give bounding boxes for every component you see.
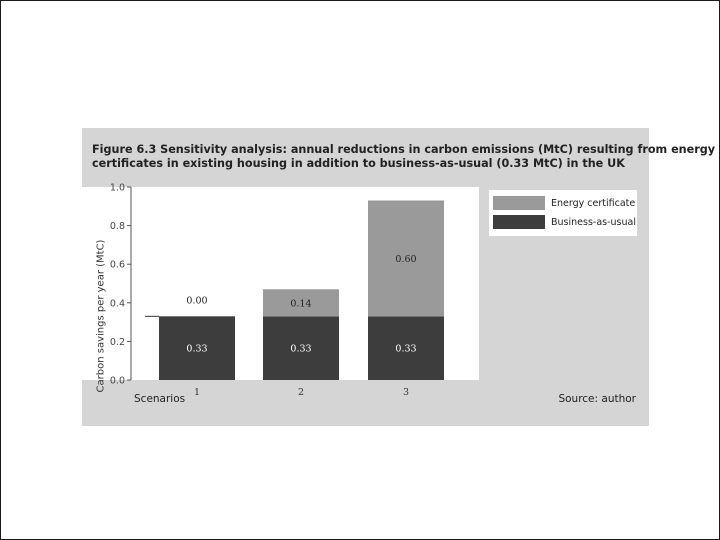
legend-swatch-business-as-usual	[493, 215, 545, 229]
bar-segment	[263, 316, 339, 380]
x-tick-label: 3	[403, 387, 409, 398]
legend-swatch-energy-certificate	[493, 196, 545, 210]
data-label: 0.14	[290, 298, 311, 309]
source-note: Source: author	[558, 393, 636, 405]
bar-segment	[159, 316, 235, 380]
y-tick-label: 0.0	[110, 376, 125, 387]
data-label: 0.33	[395, 344, 416, 355]
figure-title-line-1: Figure 6.3 Sensitivity analysis: annual …	[92, 143, 716, 156]
legend-label-business-as-usual: Business-as-usual	[551, 216, 636, 228]
legend-item-business-as-usual: Business-as-usual	[493, 215, 636, 229]
legend: Energy certificate Business-as-usual	[489, 190, 637, 236]
y-tick-label: 1.0	[110, 183, 125, 194]
y-tick-label: 0.2	[110, 337, 125, 348]
figure-title: Figure 6.3 Sensitivity analysis: annual …	[92, 143, 716, 171]
data-label: 0.33	[186, 344, 207, 355]
legend-item-energy-certificate: Energy certificate	[493, 196, 635, 210]
figure-title-line-2: certificates in existing housing in addi…	[92, 157, 625, 170]
x-axis-label: Scenarios	[134, 393, 186, 405]
x-tick-label: 1	[194, 387, 200, 398]
data-label: 0.60	[395, 254, 416, 265]
bar-segment	[263, 289, 339, 317]
data-label: 0.00	[186, 295, 207, 306]
y-tick-label: 0.4	[110, 298, 125, 309]
y-tick-label: 0.8	[110, 221, 125, 232]
legend-label-energy-certificate: Energy certificate	[551, 197, 636, 209]
y-tick-label: 0.6	[110, 260, 125, 271]
y-axis-label: Carbon savings per year (MtC)	[95, 239, 107, 393]
data-label: 0.33	[290, 344, 311, 355]
bar-segment	[368, 316, 444, 380]
bar-segment	[368, 200, 444, 317]
x-tick-label: 2	[298, 387, 304, 398]
